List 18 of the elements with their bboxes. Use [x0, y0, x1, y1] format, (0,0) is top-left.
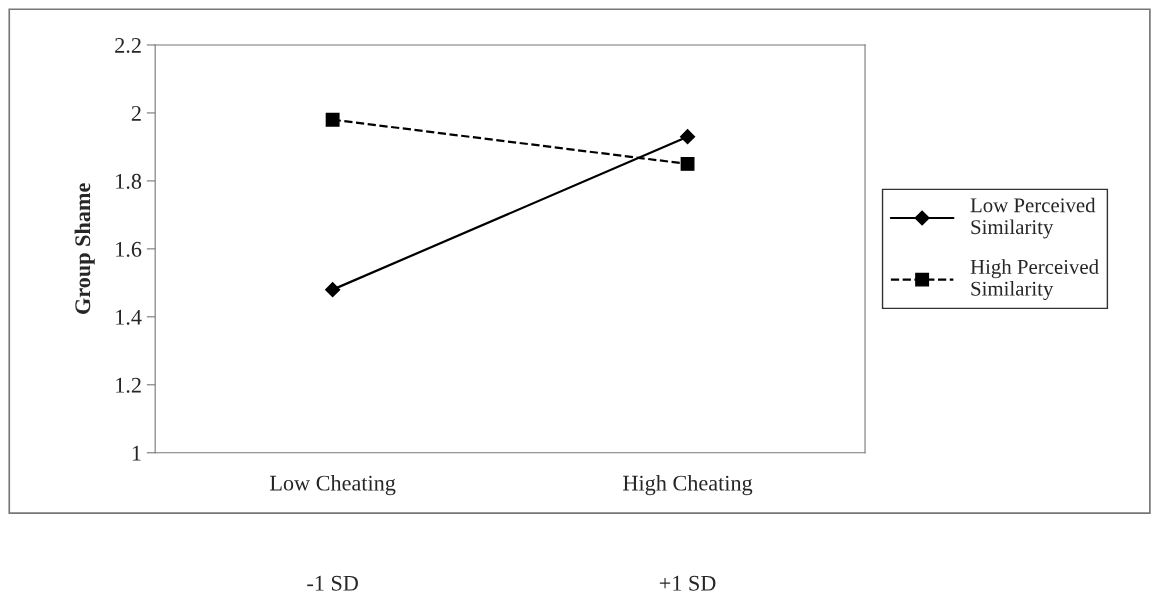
y-tick-label: 1.6	[116, 241, 142, 257]
x-tick-label: Low Cheating	[270, 474, 396, 496]
legend-label: High Perceived Similarity	[970, 259, 1099, 301]
x-tick-label: High Cheating	[623, 474, 753, 496]
text: +1 SD	[659, 575, 716, 591]
y-tick-label: 1.8	[116, 173, 142, 189]
y-tick-label: 2	[131, 105, 141, 121]
point	[679, 129, 696, 145]
y-tick-label: 1.2	[116, 377, 141, 393]
y-tick-label: 1	[132, 445, 141, 461]
point	[325, 282, 341, 298]
y-axis-title: Group Shame	[74, 183, 95, 314]
y-tick-label: 2.2	[115, 37, 141, 53]
text: -1 SD	[307, 575, 358, 591]
legend-label: Low Perceived Similarity	[970, 197, 1096, 239]
point	[680, 156, 695, 171]
y-tick-label: 1.4	[116, 309, 142, 325]
point	[325, 112, 340, 127]
